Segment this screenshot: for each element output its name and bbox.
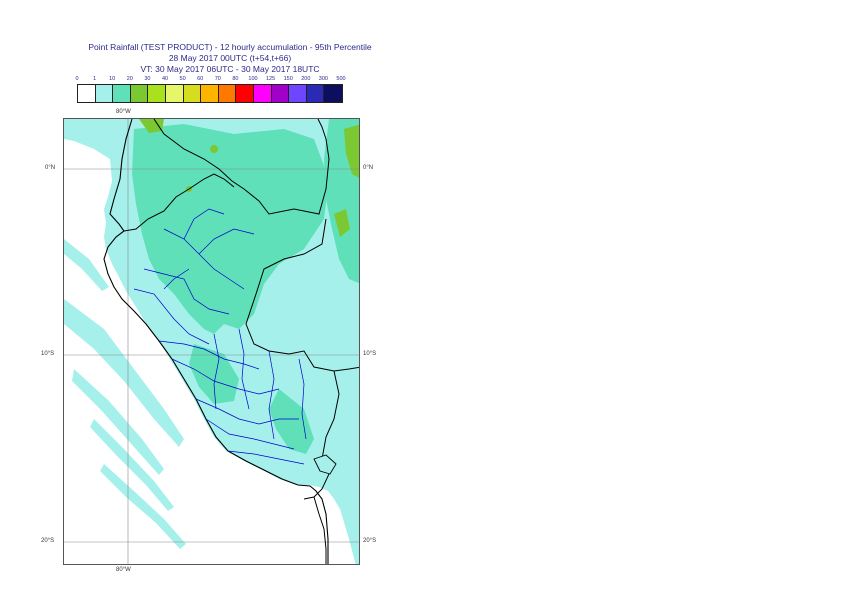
legend-swatch — [271, 85, 290, 102]
lon-label-top: 80°W — [116, 109, 131, 115]
legend-swatch — [113, 85, 131, 102]
rainfall-patch-green-3 — [334, 209, 350, 237]
legend-tick-label: 60 — [197, 76, 204, 82]
lat-label-right-10: 10°S — [363, 351, 377, 357]
lat-label-right-20: 20°S — [363, 538, 377, 544]
legend-swatch — [201, 85, 219, 102]
lat-label-right-0: 0°N — [363, 165, 374, 171]
legend-color-bar — [77, 84, 343, 103]
legend-tick-label: 500 — [336, 76, 346, 82]
map-panel — [63, 118, 360, 565]
legend-swatch — [306, 85, 325, 102]
legend-tick-label: 0 — [75, 76, 79, 82]
color-legend: 0 1 10 20 30 40 50 60 70 80 100 125 150 200 300 500 — [75, 76, 347, 103]
lat-label-left-20: 20°S — [41, 538, 55, 544]
legend-tick-label: 40 — [161, 76, 169, 82]
legend-tick-labels: 0 1 10 20 30 40 50 60 70 80 100 125 150 200 300 500 — [75, 76, 347, 84]
border-peru-brazil — [245, 218, 359, 372]
rainfall-field-medium-center — [189, 344, 239, 404]
regional-borders — [133, 208, 307, 465]
legend-tick-label: 20 — [126, 76, 133, 82]
legend-tick-label: 50 — [179, 76, 186, 82]
rainfall-map-svg — [64, 119, 359, 564]
map-title: Point Rainfall (TEST PRODUCT) - 12 hourl… — [30, 42, 430, 75]
rainfall-ocean-streak-5 — [64, 239, 109, 291]
legend-swatch — [218, 85, 237, 102]
rainfall-ocean-streak-4 — [100, 464, 186, 549]
lake-titicaca — [313, 454, 337, 475]
rainfall-field-medium-south — [269, 389, 314, 454]
rainfall-patch-green-2 — [344, 124, 359, 178]
legend-tick-label: 100 — [248, 76, 258, 82]
title-line-2: 28 May 2017 00UTC (t+54,t+66) — [168, 53, 292, 63]
rainfall-ocean-streak-2 — [72, 369, 164, 475]
legend-swatch — [183, 85, 202, 102]
legend-tick-label: 150 — [283, 76, 293, 82]
border-peru-north — [123, 173, 235, 232]
border-ecuador-colombia — [153, 119, 330, 215]
lat-label-left-0: 0°N — [45, 165, 56, 171]
legend-swatch — [95, 85, 114, 102]
legend-swatch — [253, 85, 272, 102]
title-line-3: VT: 30 May 2017 06UTC - 30 May 2017 18UT… — [140, 64, 320, 74]
rainfall-ocean-streak-3 — [90, 419, 174, 511]
legend-tick-label: 80 — [232, 76, 239, 82]
legend-swatch — [78, 85, 96, 102]
border-chile-bolivia — [313, 496, 327, 564]
legend-tick-label: 70 — [214, 76, 221, 82]
lat-label-left-10: 10°S — [41, 351, 55, 357]
legend-swatch — [289, 85, 307, 102]
legend-swatch — [324, 85, 342, 102]
legend-tick-label: 125 — [266, 76, 276, 82]
legend-swatch — [148, 85, 166, 102]
legend-swatch — [130, 85, 149, 102]
rainfall-patch-green-4 — [210, 145, 218, 153]
legend-tick-label: 1 — [93, 76, 97, 82]
rainfall-ocean-streak-1 — [64, 299, 184, 447]
legend-swatch — [165, 85, 184, 102]
legend-tick-label: 30 — [144, 76, 151, 82]
rainfall-field-medium — [132, 124, 329, 334]
title-line-1: Point Rainfall (TEST PRODUCT) - 12 hourl… — [88, 42, 372, 52]
legend-tick-label: 300 — [318, 76, 328, 82]
rainfall-patch-green-1 — [139, 119, 164, 133]
legend-swatch — [236, 85, 254, 102]
legend-tick-label: 200 — [301, 76, 311, 82]
lon-label-bottom: 80°W — [116, 567, 131, 573]
legend-tick-label: 10 — [109, 76, 116, 82]
